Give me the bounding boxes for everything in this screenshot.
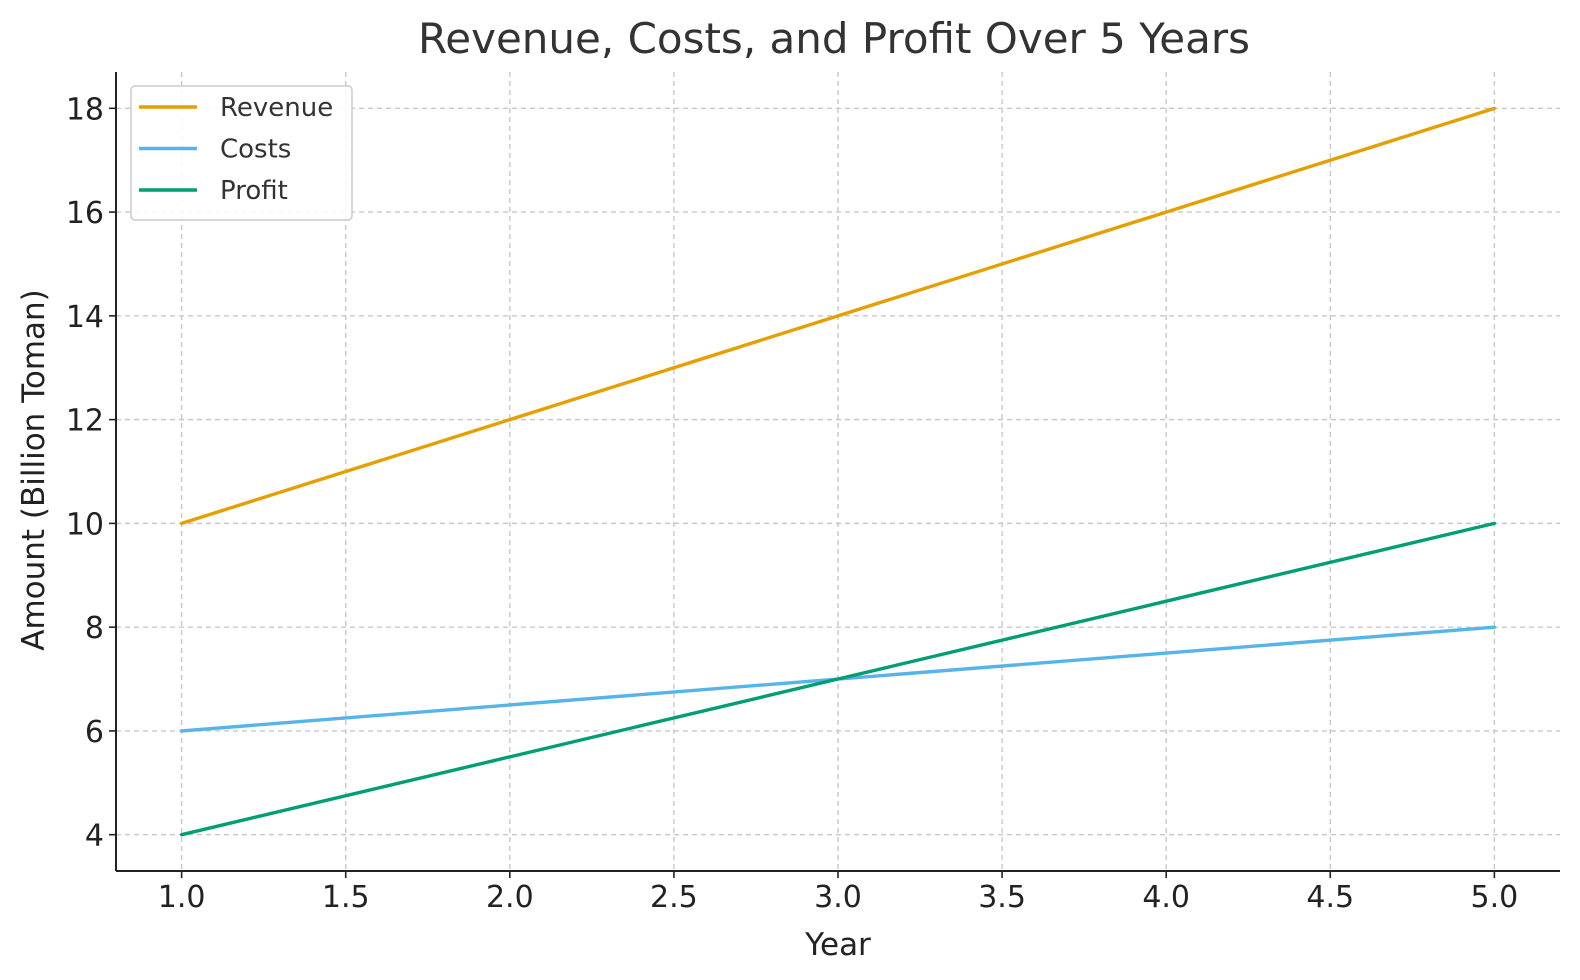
y-tick-label: 12 (66, 404, 104, 439)
series-line-profit (179, 521, 1497, 837)
y-axis-label: Amount (Billion Toman) (16, 289, 52, 651)
x-tick-label: 4.0 (1142, 880, 1190, 915)
x-axis-label: Year (804, 927, 871, 963)
y-ticks: 4 6 8 10 12 14 16 18 (66, 92, 116, 854)
x-tick-label: 2.0 (486, 880, 534, 915)
x-tick-label: 2.5 (650, 880, 698, 915)
x-tick-label: 4.5 (1306, 880, 1354, 915)
legend-label-costs: Costs (220, 135, 291, 165)
legend-box (130, 85, 353, 221)
y-tick-label: 10 (66, 507, 104, 542)
y-tick-label: 14 (66, 300, 104, 335)
y-tick-label: 16 (66, 196, 104, 231)
series-lines (179, 106, 1497, 837)
x-ticks: 1.0 1.5 2.0 2.5 3.0 3.5 4.0 4.5 5.0 (158, 871, 1518, 915)
x-tick-label: 1.5 (322, 880, 370, 915)
y-tick-label: 8 (85, 611, 104, 646)
legend-label-profit: Profit (220, 176, 288, 206)
x-tick-label: 1.0 (158, 880, 206, 915)
legend-label-revenue: Revenue (220, 93, 333, 123)
y-tick-label: 18 (66, 92, 104, 127)
x-tick-label: 3.5 (978, 880, 1026, 915)
chart-title: Revenue, Costs, and Profit Over 5 Years (418, 14, 1250, 63)
x-tick-label: 3.0 (814, 880, 862, 915)
y-tick-label: 4 (85, 819, 104, 854)
x-tick-label: 5.0 (1471, 880, 1519, 915)
series-line-revenue (179, 106, 1497, 526)
legend: Revenue Costs Profit (130, 85, 353, 221)
y-tick-label: 6 (85, 715, 104, 750)
grid (116, 72, 1560, 871)
